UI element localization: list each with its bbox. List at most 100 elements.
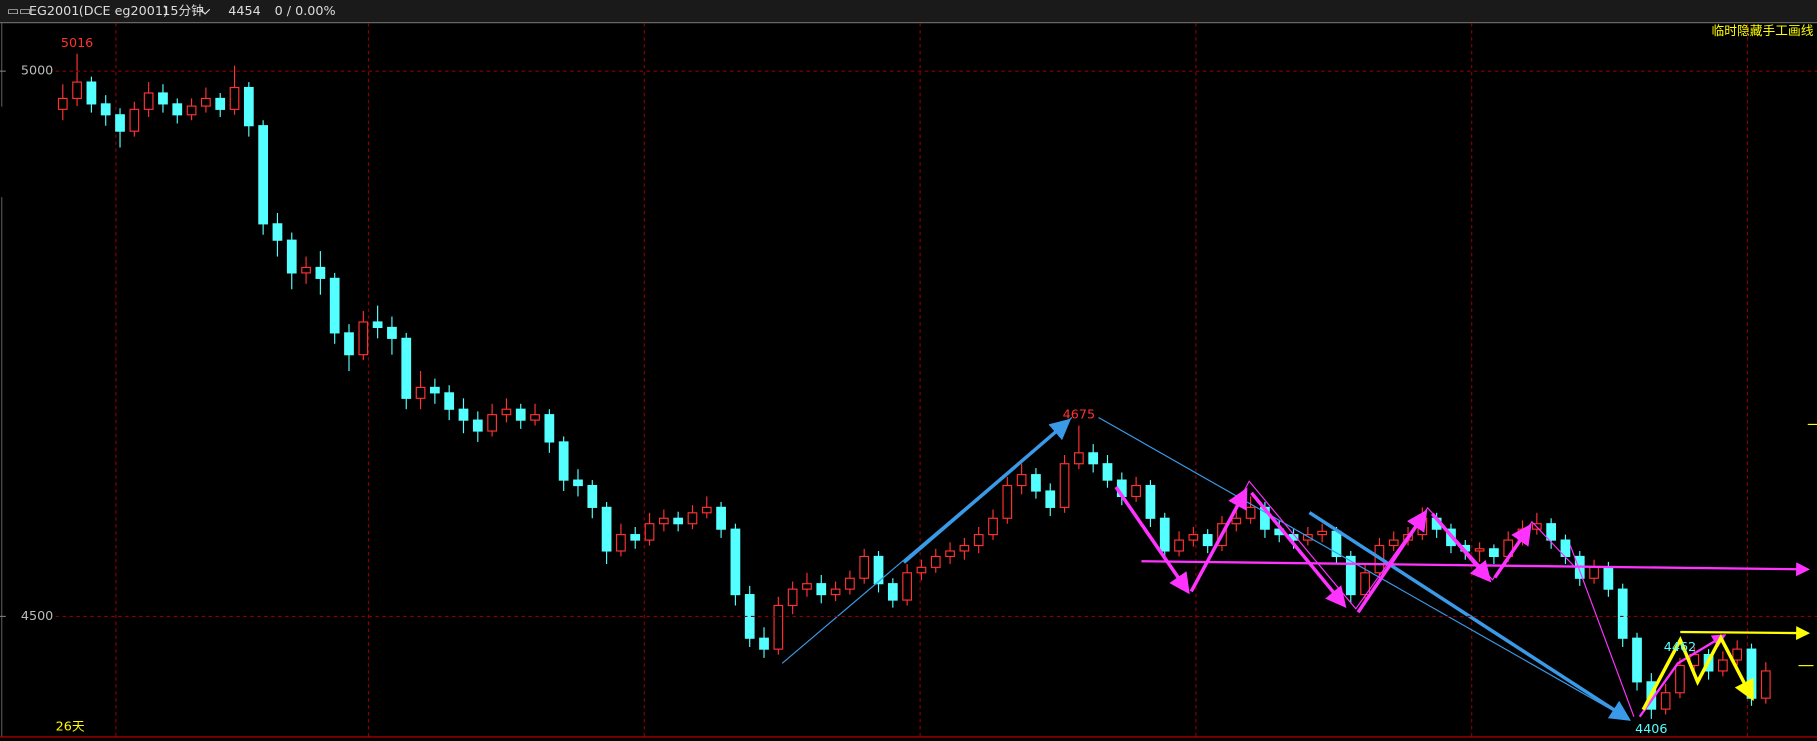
- candle-body: [272, 223, 283, 241]
- period-dropdown[interactable]: [200, 8, 211, 15]
- candle-body: [515, 408, 526, 421]
- candle-body: [1474, 548, 1485, 552]
- candle-body: [902, 572, 913, 601]
- candle-body: [759, 637, 769, 650]
- extreme-label: 4462: [1664, 640, 1696, 655]
- candle-body: [816, 583, 827, 596]
- candle-body: [501, 408, 512, 416]
- candle-body: [658, 517, 669, 525]
- candle-body: [1603, 566, 1614, 590]
- change: 0 / 0.00%: [275, 4, 336, 19]
- candle-body: [229, 86, 240, 110]
- candle-body: [372, 321, 383, 329]
- candle-body: [1231, 517, 1242, 525]
- candle-body: [1388, 539, 1399, 547]
- candle-body: [973, 534, 984, 547]
- candle-body: [616, 534, 626, 552]
- candle-body: [315, 266, 326, 279]
- candle-body: [587, 484, 598, 508]
- candle-body: [773, 604, 784, 650]
- candle-body: [215, 97, 226, 110]
- candle-body: [1145, 484, 1156, 519]
- candle-body: [630, 534, 641, 541]
- candle-body: [286, 239, 297, 274]
- candle-body: [472, 419, 483, 432]
- candle-body: [1002, 484, 1013, 519]
- candle-body: [787, 588, 798, 607]
- candle-body: [1202, 534, 1213, 547]
- candle-body: [1102, 463, 1113, 481]
- time-grid: [115, 23, 1749, 737]
- candle-body: [487, 414, 497, 432]
- span-label: 26天: [56, 720, 85, 735]
- candle-body: [1073, 452, 1084, 465]
- candle-body: [1045, 490, 1056, 508]
- candle-body: [329, 277, 340, 334]
- note[interactable]: 临时隐藏手工画线: [1712, 24, 1814, 39]
- candle-body: [1732, 648, 1743, 661]
- candle-body: [100, 103, 111, 116]
- candle-body: [86, 81, 97, 105]
- candle-body: [143, 92, 154, 110]
- candle-body: [959, 544, 970, 552]
- candle-body: [243, 86, 254, 127]
- candle-body: [186, 105, 197, 116]
- candle-body: [344, 332, 354, 356]
- icon: ▭▭: [7, 4, 31, 19]
- period[interactable]: 15分钟: [162, 3, 204, 19]
- candle-body: [1174, 539, 1184, 552]
- candle-body: [1660, 692, 1671, 710]
- candle-body: [1632, 637, 1642, 683]
- candle-body: [845, 577, 855, 590]
- price: 4454: [228, 4, 260, 19]
- candle-body: [544, 414, 555, 443]
- extreme-label: 4675: [1063, 408, 1095, 423]
- candle-body: [1088, 452, 1099, 465]
- candle-body: [945, 550, 955, 558]
- candle-body: [802, 583, 812, 590]
- candle-body: [387, 326, 397, 339]
- candle-body: [429, 386, 440, 394]
- candle-body: [1617, 588, 1628, 639]
- drawings: [781, 416, 1817, 721]
- candle-body: [573, 479, 583, 487]
- candle-body: [1131, 484, 1141, 498]
- candle-body: [601, 506, 612, 552]
- candle-body: [401, 337, 412, 399]
- candle-body: [859, 555, 870, 579]
- candle-body: [687, 512, 698, 525]
- candle-body: [644, 523, 655, 541]
- candle-body: [115, 114, 125, 132]
- candle-body: [673, 517, 684, 525]
- candle-body: [1159, 517, 1170, 552]
- candle-body: [415, 386, 426, 399]
- candle-body: [930, 555, 941, 568]
- candle-body: [1489, 548, 1499, 558]
- candle-body: [1345, 555, 1356, 596]
- symbol[interactable]: EG2001: [29, 4, 79, 19]
- y-tick-label: 5000: [21, 64, 53, 79]
- candle-body: [57, 97, 68, 110]
- exchange: (DCE eg2001): [79, 4, 168, 19]
- extreme-label: 4406: [1635, 722, 1667, 737]
- candle-body: [1302, 534, 1313, 541]
- candle-body: [358, 321, 369, 356]
- candle-body: [72, 81, 82, 100]
- candle-body: [1760, 670, 1771, 699]
- candle-body: [530, 414, 540, 421]
- candle-body: [1360, 572, 1370, 596]
- candle-body: [1245, 506, 1256, 519]
- candle-body: [444, 392, 455, 410]
- candle-body: [1546, 523, 1557, 541]
- candle-body: [1031, 474, 1041, 492]
- candle-body: [873, 555, 884, 585]
- candle-body: [730, 528, 741, 596]
- candle-body: [1059, 463, 1070, 508]
- candle-body: [301, 266, 311, 274]
- candle-body: [458, 408, 469, 421]
- candle-body: [916, 566, 927, 574]
- candle-body: [1016, 474, 1027, 487]
